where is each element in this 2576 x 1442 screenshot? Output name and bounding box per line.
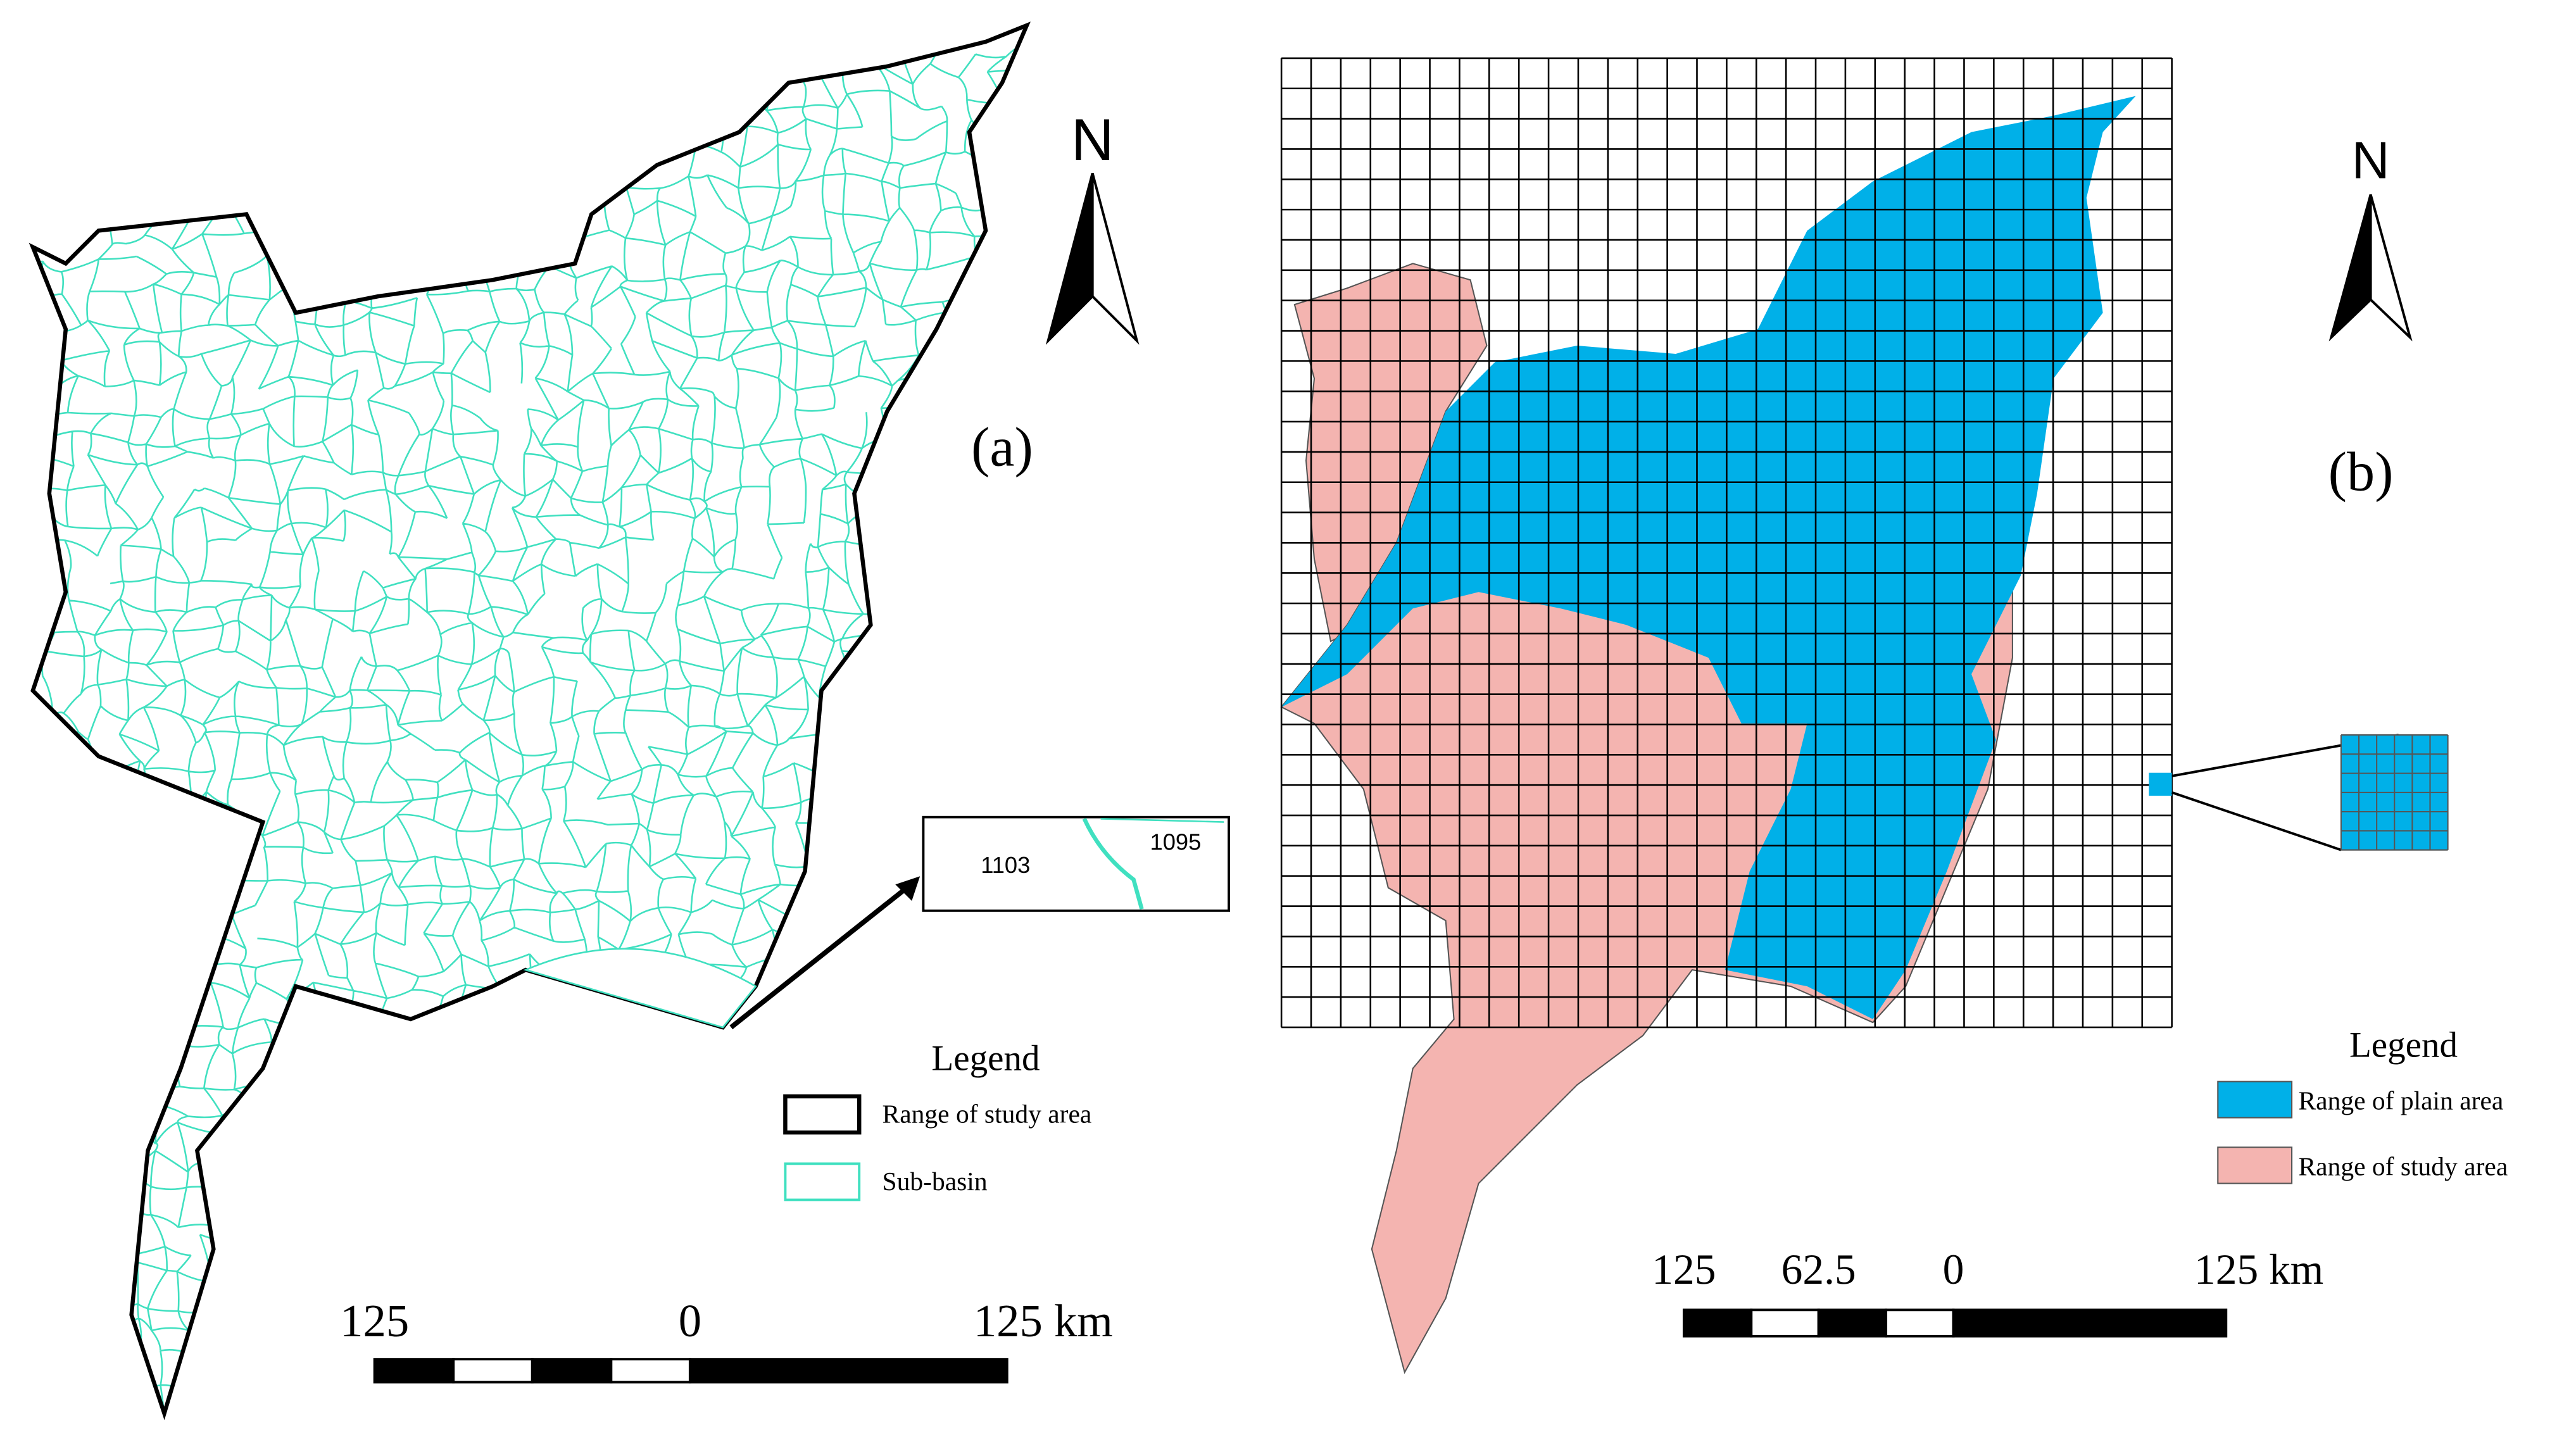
scale-bar [1682,1308,2228,1338]
legend-title: Legend [931,1038,1040,1078]
legend-swatch [2217,1081,2293,1119]
inset-boundary [1100,818,1224,823]
north-arrow [2328,194,2372,342]
legend-label: Range of study area [2298,1152,2508,1181]
inset-label: 1095 [1150,829,1202,855]
scale-label: 125 km [974,1295,1113,1346]
legend-label: Range of plain area [2298,1086,2503,1115]
legend-title: Legend [2349,1025,2458,1065]
arrow-head [895,876,920,901]
grid [1280,57,2173,1029]
inset-arrow [729,886,908,1030]
panel-label: (b) [2328,441,2394,503]
legend-label: Range of study area [883,1099,1092,1128]
inset-boundary [1082,818,1144,910]
legend-swatch [784,1162,861,1201]
scale-label: 62.5 [1781,1246,1856,1293]
inset-label: 1103 [981,852,1030,878]
zoom-line [2171,791,2342,851]
legend-swatch [2217,1146,2293,1184]
sub-basin-lines [32,25,1027,1414]
legend-label: Sub-basin [883,1167,988,1196]
zoom-source [2149,772,2172,796]
legend-swatch [783,1094,862,1135]
inset-box [922,815,1231,912]
north-label: N [1071,106,1114,173]
scale-label: 0 [1943,1246,1964,1293]
north-arrow [1091,173,1140,345]
inset-source [523,948,757,1029]
scale-label: 125 [340,1295,409,1346]
scale-label: 125 km [2194,1246,2323,1293]
north-arrow [1045,173,1094,345]
sub-basin-network [32,25,1027,1414]
north-label: N [2352,130,2390,189]
north-arrow [2369,194,2413,342]
panel-label: (a) [971,416,1033,478]
scale-label: 0 [679,1295,701,1346]
scale-label: 125 [1652,1246,1716,1293]
zoom-grid [2340,734,2449,851]
scale-bar [373,1358,1008,1384]
